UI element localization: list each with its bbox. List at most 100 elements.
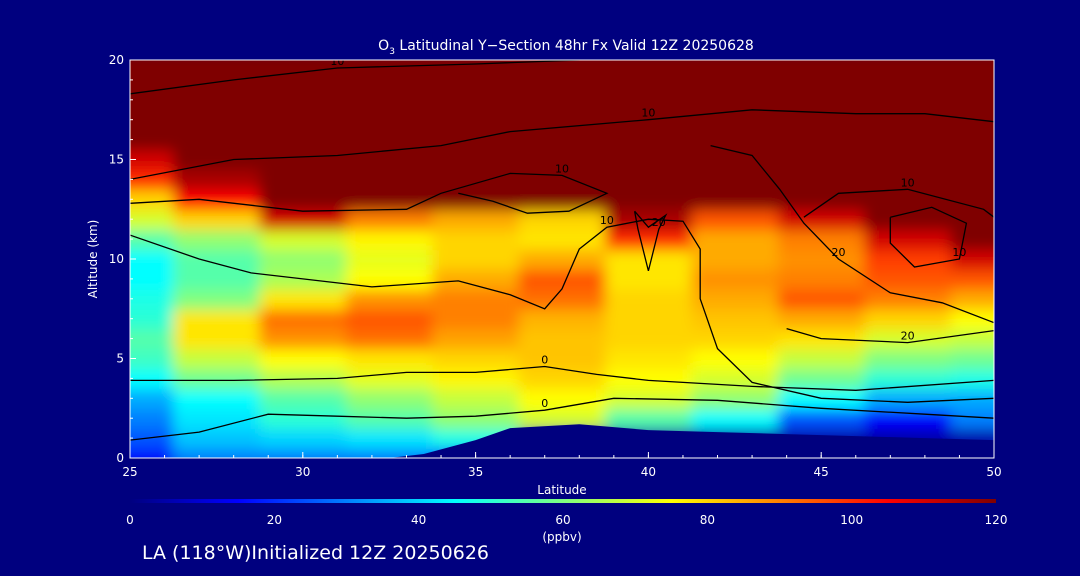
heatmap-cell: [130, 308, 175, 330]
heatmap-cell: [605, 249, 693, 270]
heatmap-cell: [346, 448, 434, 458]
heatmap-cell: [864, 249, 952, 270]
heatmap-cell: [691, 89, 779, 111]
heatmap-cell: [130, 368, 175, 390]
contour-line: [130, 109, 994, 181]
heatmap-cell: [130, 149, 175, 171]
heatmap-cell: [173, 229, 261, 251]
heatmap-cell: [864, 209, 952, 231]
heatmap-cell: [432, 348, 520, 370]
contour-line: [803, 188, 994, 218]
contour-label: 10: [901, 176, 915, 189]
contour-line: [889, 206, 968, 268]
heatmap-cell: [346, 388, 434, 410]
colorbar-tick-label: 0: [126, 513, 134, 527]
heatmap-cell: [864, 189, 952, 211]
heatmap-cell: [259, 89, 347, 111]
contour-line: [130, 172, 609, 214]
heatmap-cell: [605, 169, 693, 191]
heatmap-cell: [259, 308, 347, 330]
heatmap-cell: [346, 129, 434, 151]
heatmap-cell: [346, 368, 434, 390]
heatmap-cell: [346, 408, 434, 430]
heatmap-cell: [518, 269, 607, 290]
contour-label: 10: [600, 214, 614, 227]
heatmap-cell: [432, 308, 520, 330]
heatmap-cell: [950, 149, 994, 171]
heatmap-cell: [864, 89, 952, 111]
heatmap-cell: [950, 288, 994, 310]
heatmap-cell: [346, 428, 434, 449]
heatmap-cell: [259, 428, 347, 449]
colorbar-tick-label: 80: [700, 513, 715, 527]
heatmap-cell: [130, 109, 175, 131]
heatmap-cell: [864, 348, 952, 370]
heatmap-cell: [864, 368, 952, 390]
heatmap-cell: [432, 229, 520, 251]
heatmap-cell: [950, 60, 994, 71]
heatmap-cell: [173, 109, 261, 131]
heatmap-cell: [778, 269, 866, 290]
heatmap-cell: [259, 408, 347, 430]
heatmap-cell: [432, 269, 520, 290]
heatmap-cell: [950, 209, 994, 231]
heatmap-cell: [173, 308, 261, 330]
heatmap-cell: [691, 328, 779, 350]
heatmap-cell: [950, 368, 994, 390]
heatmap-cell: [864, 129, 952, 151]
x-tick-label: 30: [295, 465, 310, 479]
heatmap-cell: [259, 209, 347, 231]
heatmap-cell: [605, 408, 693, 430]
heatmap-cell: [346, 249, 434, 270]
heatmap-cell: [346, 89, 434, 111]
heatmap-cell: [605, 288, 693, 310]
heatmap-cell: [173, 89, 261, 111]
heatmap-cell: [346, 229, 434, 251]
x-tick-label: 45: [814, 465, 829, 479]
heatmap-cell: [518, 348, 607, 370]
heatmap-cell: [173, 288, 261, 310]
heatmap-cell: [864, 408, 952, 430]
heatmap-cell: [173, 448, 261, 458]
heatmap-cell: [259, 249, 347, 270]
heatmap-cell: [605, 328, 693, 350]
heatmap-cell: [778, 189, 866, 211]
heatmap-cell: [173, 189, 261, 211]
terrain-mask: [130, 424, 994, 458]
heatmap-cell: [173, 209, 261, 231]
heatmap-cell: [605, 189, 693, 211]
heatmap-cell: [950, 249, 994, 270]
heatmap-cell: [130, 249, 175, 270]
heatmap-cell: [691, 169, 779, 191]
colorbar-tick-label: 60: [555, 513, 570, 527]
heatmap-cell: [605, 269, 693, 290]
heatmap-cell: [518, 60, 607, 71]
heatmap-cell: [778, 169, 866, 191]
heatmap-cell: [259, 60, 347, 71]
chart-title: O3 Latitudinal Y−Section 48hr Fx Valid 1…: [378, 38, 754, 57]
heatmap-cell: [346, 328, 434, 350]
heatmap-cell: [691, 189, 779, 211]
heatmap-cell: [346, 288, 434, 310]
heatmap-cell: [130, 89, 175, 111]
y-tick-label: 0: [116, 451, 124, 465]
heatmap-cell: [173, 328, 261, 350]
heatmap-cell: [518, 209, 607, 231]
contour-line: [130, 60, 580, 95]
contour-label: 20: [901, 330, 915, 343]
heatmap-cell: [432, 408, 520, 430]
heatmap-cell: [864, 388, 952, 410]
y-tick-label: 20: [109, 53, 124, 67]
contour-label: 10: [641, 107, 655, 120]
initialization-caption: LA (118°W)Initialized 12Z 20250626: [142, 542, 489, 564]
heatmap-cell: [691, 288, 779, 310]
heatmap-cell: [173, 60, 261, 71]
heatmap-cell: [605, 229, 693, 251]
heatmap-cell: [778, 60, 866, 71]
heatmap-cell: [518, 69, 607, 91]
heatmap-cell: [864, 269, 952, 290]
heatmap-cell: [130, 69, 175, 91]
heatmap-cell: [691, 149, 779, 171]
heatmap-cell: [605, 368, 693, 390]
